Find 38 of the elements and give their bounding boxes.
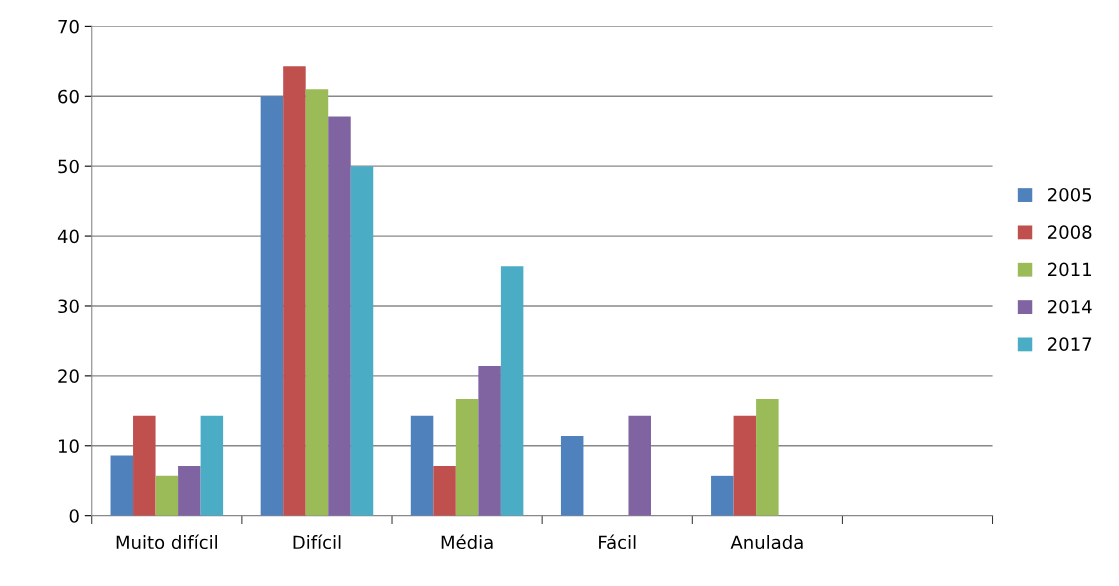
- bar: [260, 96, 284, 516]
- bar: [133, 415, 156, 516]
- y-tick-label: 40: [57, 229, 79, 244]
- bar: [350, 166, 374, 516]
- bar: [733, 415, 757, 516]
- bar: [478, 366, 501, 516]
- y-tick-label: 20: [58, 369, 79, 383]
- bar: [305, 89, 329, 516]
- bar: [628, 415, 651, 516]
- bar: [410, 415, 434, 516]
- bar: [110, 455, 134, 516]
- y-tick-label: 60: [58, 89, 79, 104]
- bar: [200, 415, 224, 516]
- y-tick-label: 0: [69, 509, 79, 523]
- x-tick-label: Difícil: [293, 534, 341, 550]
- bar: [283, 66, 306, 516]
- legend-label: 2017: [1048, 337, 1092, 351]
- x-tick-label: Muito difícil: [116, 534, 217, 550]
- x-tick-label: Anulada: [730, 535, 803, 550]
- bar: [455, 398, 479, 516]
- bar: [500, 266, 524, 516]
- bar: [178, 466, 201, 516]
- legend-label: 2011: [1048, 262, 1091, 277]
- bar: [433, 466, 456, 516]
- legend-label: 2014: [1048, 299, 1092, 314]
- bar: [328, 116, 351, 516]
- bar: [711, 475, 734, 516]
- legend-label: 2005: [1048, 187, 1092, 202]
- x-tick-label: Fácil: [599, 534, 636, 550]
- y-tick-label: 70: [58, 19, 79, 34]
- y-tick-label: 50: [58, 159, 79, 174]
- y-tick-label: 10: [58, 439, 79, 453]
- y-tick-label: 30: [58, 299, 79, 314]
- bar: [155, 475, 179, 516]
- legend-label: 2008: [1048, 225, 1092, 239]
- bar: [560, 435, 584, 516]
- x-tick-label: Média: [441, 534, 493, 550]
- bar: [756, 398, 779, 516]
